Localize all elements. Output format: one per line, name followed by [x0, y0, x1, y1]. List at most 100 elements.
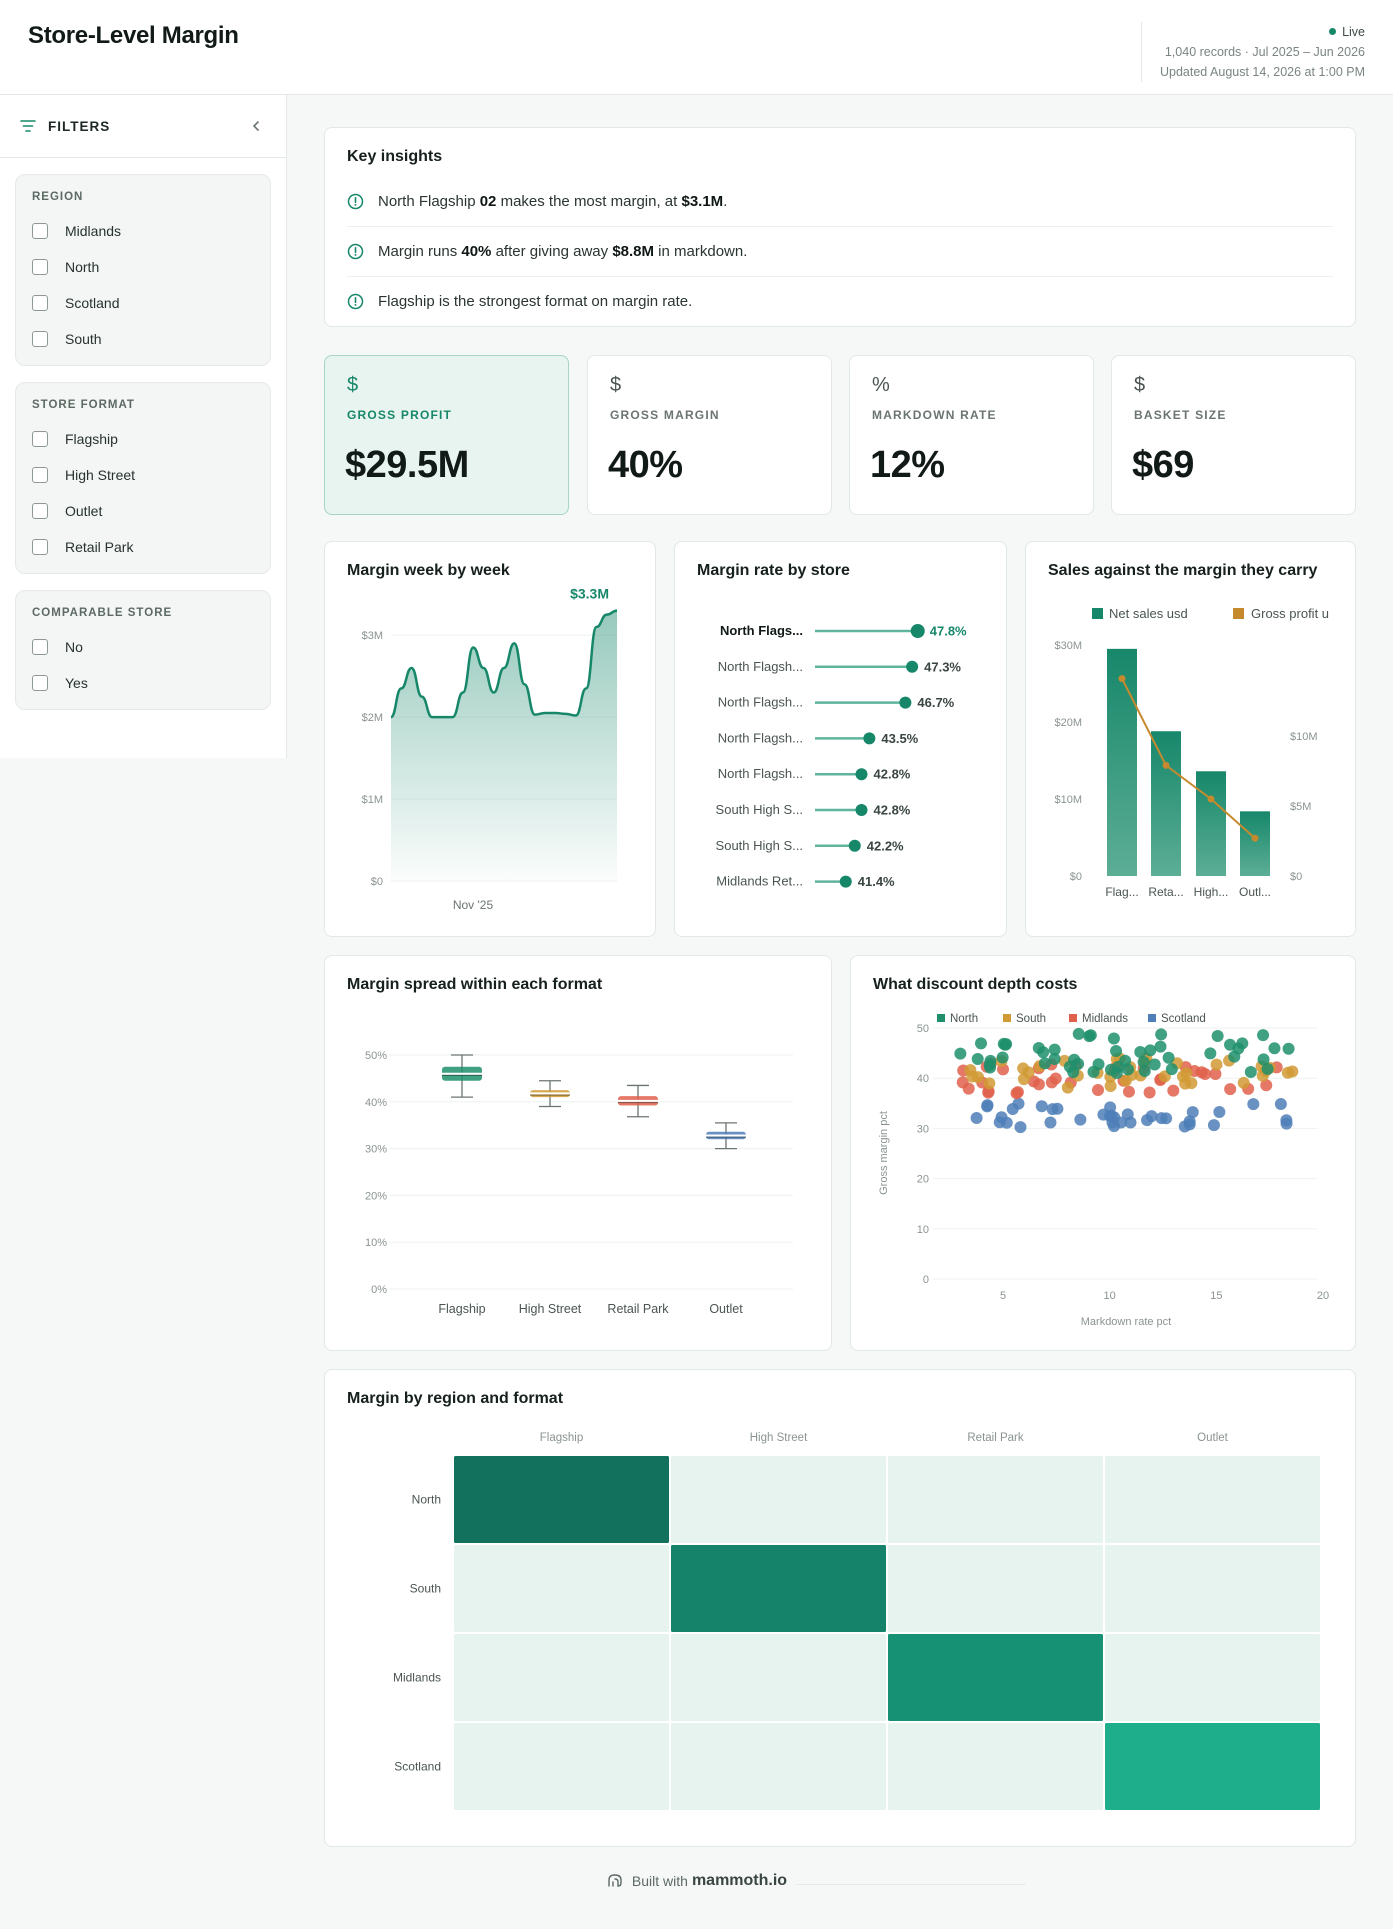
footer-brand-link[interactable]: mammoth.io — [691, 1872, 788, 1889]
scatter-point-scotland[interactable] — [1035, 1100, 1048, 1113]
scatter-point-north[interactable] — [1137, 1055, 1150, 1068]
scatter-point-north[interactable] — [1083, 1030, 1096, 1043]
weekly-point[interactable] — [426, 711, 438, 723]
scatter-point-midlands[interactable] — [1199, 1068, 1212, 1081]
filter-option[interactable]: Outlet — [32, 493, 254, 529]
heatmap-cell[interactable] — [888, 1456, 1103, 1543]
heatmap-cell[interactable] — [454, 1545, 669, 1632]
scatter-point-midlands[interactable] — [1224, 1083, 1237, 1096]
collapse-sidebar-button[interactable] — [246, 116, 266, 136]
weekly-point[interactable] — [519, 678, 531, 690]
scatter-point-south[interactable] — [1104, 1079, 1117, 1092]
filter-option[interactable]: Flagship — [32, 421, 254, 457]
weekly-point[interactable] — [560, 708, 572, 720]
scatter-point-midlands[interactable] — [1167, 1084, 1180, 1097]
scatter-point-north[interactable] — [1134, 1046, 1147, 1059]
weekly-point[interactable] — [570, 709, 582, 721]
heatmap-cell[interactable] — [671, 1723, 886, 1810]
heatmap-cell[interactable] — [671, 1634, 886, 1721]
weekly-point[interactable] — [539, 707, 551, 719]
store-dot[interactable] — [855, 768, 868, 781]
filter-option[interactable]: North — [32, 249, 254, 285]
scatter-point-north[interactable] — [975, 1037, 988, 1050]
scatter-point-north[interactable] — [1282, 1042, 1295, 1055]
heatmap-cell[interactable] — [671, 1456, 886, 1543]
scatter-point-north[interactable] — [1138, 1065, 1151, 1078]
scatter-point-south[interactable] — [1210, 1058, 1223, 1071]
scatter-point-north[interactable] — [1144, 1044, 1157, 1057]
heatmap-cell[interactable] — [454, 1723, 669, 1810]
scatter-point-north[interactable] — [1232, 1042, 1245, 1055]
weekly-point[interactable] — [488, 687, 500, 699]
scatter-point-midlands[interactable] — [1092, 1083, 1105, 1096]
weekly-point[interactable] — [498, 662, 510, 674]
filter-checkbox[interactable] — [32, 675, 48, 691]
scatter-point-scotland[interactable] — [1108, 1120, 1121, 1133]
sales-bar[interactable] — [1196, 771, 1226, 876]
scatter-point-midlands[interactable] — [1260, 1079, 1273, 1092]
scatter-point-north[interactable] — [984, 1054, 997, 1067]
scatter-point-north[interactable] — [1204, 1047, 1217, 1060]
filter-checkbox[interactable] — [32, 503, 48, 519]
scatter-point-north[interactable] — [1122, 1063, 1135, 1076]
scatter-point-midlands[interactable] — [1209, 1067, 1222, 1080]
scatter-point-scotland[interactable] — [1280, 1114, 1293, 1127]
gross-profit-point[interactable] — [1251, 834, 1259, 842]
scatter-point-north[interactable] — [1154, 1040, 1167, 1053]
scatter-point-north[interactable] — [1261, 1062, 1274, 1075]
scatter-point-scotland[interactable] — [1104, 1101, 1117, 1114]
scatter-point-north[interactable] — [1048, 1053, 1061, 1066]
store-dot[interactable] — [839, 875, 852, 888]
scatter-point-south[interactable] — [1237, 1076, 1250, 1089]
heatmap-cell[interactable] — [1105, 1634, 1320, 1721]
scatter-point-midlands[interactable] — [1122, 1085, 1135, 1098]
heatmap-cell[interactable] — [888, 1545, 1103, 1632]
scatter-point-north[interactable] — [1087, 1065, 1100, 1078]
filter-checkbox[interactable] — [32, 331, 48, 347]
scatter-point-north[interactable] — [1110, 1044, 1123, 1057]
filter-option[interactable]: Retail Park — [32, 529, 254, 565]
scatter-point-north[interactable] — [1244, 1066, 1257, 1079]
filter-option[interactable]: High Street — [32, 457, 254, 493]
scatter-point-scotland[interactable] — [1074, 1113, 1087, 1126]
weekly-point[interactable] — [590, 621, 602, 633]
scatter-point-scotland[interactable] — [1124, 1116, 1137, 1129]
weekly-point[interactable] — [406, 662, 418, 674]
scatter-point-north[interactable] — [1037, 1046, 1050, 1059]
scatter-point-scotland[interactable] — [1213, 1106, 1226, 1119]
filter-option[interactable]: Midlands — [32, 213, 254, 249]
filter-checkbox[interactable] — [32, 295, 48, 311]
scatter-point-scotland[interactable] — [1006, 1103, 1019, 1116]
scatter-point-midlands[interactable] — [962, 1082, 975, 1095]
weekly-point[interactable] — [529, 709, 541, 721]
scatter-point-scotland[interactable] — [1247, 1098, 1260, 1111]
filter-option[interactable]: Scotland — [32, 285, 254, 321]
kpi-card-gross-margin[interactable]: $ GROSS MARGIN 40% — [587, 355, 832, 515]
heatmap-cell[interactable] — [1105, 1456, 1320, 1543]
scatter-point-north[interactable] — [996, 1051, 1009, 1064]
scatter-point-scotland[interactable] — [1207, 1119, 1220, 1132]
scatter-point-midlands[interactable] — [1010, 1087, 1023, 1100]
heatmap-cell[interactable] — [888, 1634, 1103, 1721]
scatter-point-scotland[interactable] — [1108, 1111, 1121, 1124]
scatter-point-scotland[interactable] — [1046, 1103, 1059, 1116]
kpi-card-basket-size[interactable]: $ BASKET SIZE $69 — [1111, 355, 1356, 515]
scatter-point-scotland[interactable] — [1000, 1116, 1013, 1129]
weekly-point[interactable] — [611, 605, 623, 617]
filter-option[interactable]: No — [32, 629, 254, 665]
scatter-point-midlands[interactable] — [1143, 1086, 1156, 1099]
weekly-point[interactable] — [580, 682, 592, 694]
heatmap-cell[interactable] — [1105, 1723, 1320, 1810]
weekly-point[interactable] — [436, 711, 448, 723]
scatter-point-scotland[interactable] — [1014, 1121, 1027, 1134]
scatter-point-scotland[interactable] — [970, 1112, 983, 1125]
scatter-point-north[interactable] — [1048, 1043, 1061, 1056]
scatter-point-north[interactable] — [1110, 1067, 1123, 1080]
scatter-point-north[interactable] — [971, 1053, 984, 1066]
scatter-point-midlands[interactable] — [1032, 1078, 1045, 1091]
sales-bar[interactable] — [1107, 648, 1137, 876]
scatter-point-south[interactable] — [1017, 1062, 1030, 1075]
store-dot[interactable] — [910, 624, 925, 638]
weekly-point[interactable] — [549, 707, 561, 719]
scatter-point-south[interactable] — [983, 1077, 996, 1090]
